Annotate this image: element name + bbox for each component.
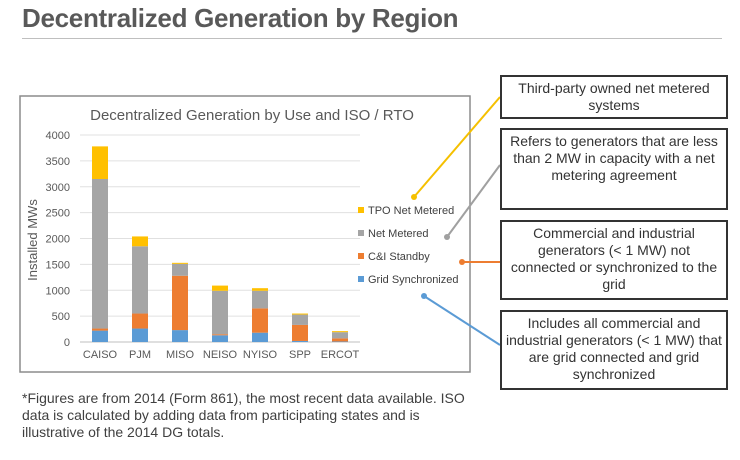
callout-anchor-dot xyxy=(459,259,465,265)
y-tick-label: 0 xyxy=(64,337,70,349)
callout-grid-synchronized: Includes all commercial and industrial g… xyxy=(500,310,728,390)
y-tick-label: 3500 xyxy=(46,156,70,168)
bar-segment-tpo-net-metered xyxy=(132,236,148,247)
bar-segment-tpo-net-metered xyxy=(332,331,348,333)
callout-anchor-dot xyxy=(411,194,417,200)
bar-segment-grid-synchronized xyxy=(212,335,228,342)
chart-title: Decentralized Generation by Use and ISO … xyxy=(90,107,414,124)
slide-title: Decentralized Generation by Region xyxy=(22,3,459,33)
callout-anchor-dot xyxy=(421,293,427,299)
x-tick-label: NYISO xyxy=(243,349,278,361)
y-tick-label: 4000 xyxy=(46,130,70,142)
callout-net-metered: Refers to generators that are less than … xyxy=(500,128,728,210)
callout-text: Commercial and industrial generators (< … xyxy=(510,225,718,292)
bar-segment-net-metered xyxy=(292,314,308,325)
bar-segment-net-metered xyxy=(92,178,108,329)
x-tick-label: PJM xyxy=(129,349,151,361)
x-tick-label: MISO xyxy=(166,349,195,361)
bar-segment-grid-synchronized xyxy=(92,330,108,342)
bar-segment-c-i-standby xyxy=(332,338,348,342)
callout-leader-line xyxy=(423,295,501,346)
bar-segment-tpo-net-metered xyxy=(92,146,108,179)
legend-swatch xyxy=(358,207,364,213)
legend-label: C&I Standby xyxy=(368,251,430,263)
bar-segment-grid-synchronized xyxy=(132,328,148,342)
y-tick-label: 2000 xyxy=(46,234,70,246)
bar-segment-grid-synchronized xyxy=(332,341,348,342)
bar-segment-c-i-standby xyxy=(252,308,268,333)
legend-label: Grid Synchronized xyxy=(368,274,459,286)
y-axis-label: Installed MWs xyxy=(25,199,40,281)
y-tick-label: 3000 xyxy=(46,182,70,194)
x-tick-label: SPP xyxy=(289,349,311,361)
legend-swatch xyxy=(358,253,364,259)
callout-tpo: Third-party owned net metered systems xyxy=(500,75,728,119)
title-divider xyxy=(22,38,722,39)
y-tick-label: 2500 xyxy=(46,208,70,220)
x-tick-label: CAISO xyxy=(83,349,118,361)
legend-label: Net Metered xyxy=(368,228,429,240)
bar-segment-net-metered xyxy=(132,246,148,314)
bar-segment-tpo-net-metered xyxy=(292,313,308,315)
footnote: *Figures are from 2014 (Form 861), the m… xyxy=(22,390,465,440)
bar-segment-tpo-net-metered xyxy=(212,285,228,291)
x-tick-label: ERCOT xyxy=(321,349,360,361)
bar-segment-net-metered xyxy=(332,332,348,339)
bar-segment-net-metered xyxy=(252,290,268,309)
bar-segment-c-i-standby xyxy=(132,313,148,329)
bar-segment-net-metered xyxy=(212,290,228,335)
callout-text: Refers to generators that are less than … xyxy=(510,133,718,183)
y-tick-label: 1000 xyxy=(46,285,70,297)
bar-segment-tpo-net-metered xyxy=(172,262,188,264)
bar-segment-grid-synchronized xyxy=(172,330,188,342)
bar-segment-grid-synchronized xyxy=(252,332,268,342)
callout-ci-standby: Commercial and industrial generators (< … xyxy=(500,220,728,300)
x-tick-label: NEISO xyxy=(203,349,238,361)
y-tick-label: 500 xyxy=(52,311,70,323)
callout-text: Third-party owned net metered systems xyxy=(518,80,710,113)
bar-segment-grid-synchronized xyxy=(292,340,308,342)
legend-swatch xyxy=(358,230,364,236)
callout-text: Includes all commercial and industrial g… xyxy=(506,315,722,382)
legend-swatch xyxy=(358,276,364,282)
bar-segment-c-i-standby xyxy=(92,328,108,331)
bar-segment-c-i-standby xyxy=(292,324,308,341)
callout-leader-line xyxy=(446,164,501,238)
callout-anchor-dot xyxy=(444,234,450,240)
bar-segment-c-i-standby xyxy=(172,275,188,331)
y-tick-label: 1500 xyxy=(46,259,70,271)
bar-segment-net-metered xyxy=(172,263,188,276)
callout-leader-line xyxy=(413,96,501,198)
legend-label: TPO Net Metered xyxy=(368,205,454,217)
bar-segment-c-i-standby xyxy=(212,334,228,336)
bar-segment-tpo-net-metered xyxy=(252,288,268,291)
